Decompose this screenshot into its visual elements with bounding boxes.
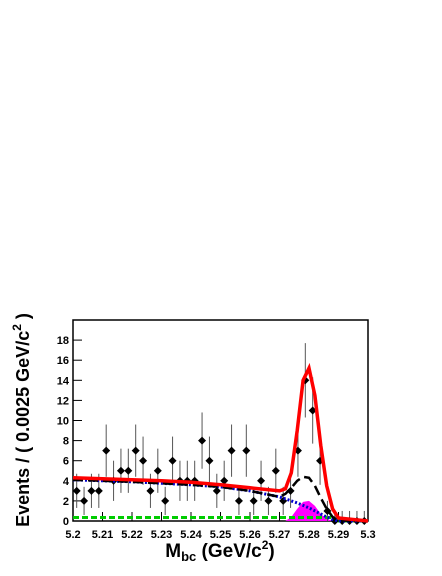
data-point [94,486,103,495]
x-tick-label: 5.25 [210,529,231,541]
data-point [168,456,177,465]
data-point [212,486,221,495]
y-tick-label: 0 [63,516,69,528]
data-point [116,466,125,475]
x-tick-label: 5.23 [151,529,172,541]
data-point [161,496,170,505]
fit-curve-fill [73,500,368,521]
x-tick-label: 5.27 [269,529,290,541]
y-tick-label: 2 [63,496,69,508]
data-point [242,446,251,455]
data-point [257,476,266,485]
x-tick-label: 5.29 [328,529,349,541]
x-tick-label: 5.28 [298,529,319,541]
data-point [227,446,236,455]
y-tick-label: 10 [57,416,69,428]
y-tick-label: 8 [63,436,69,448]
data-point [264,496,273,505]
x-tick-label: 5.22 [121,529,142,541]
x-tick-label: 5.24 [180,529,202,541]
data-point [153,466,162,475]
fit-curve-dotted [72,478,368,523]
y-tick-label: 14 [57,375,70,387]
data-point [220,476,229,485]
data-point [205,456,214,465]
data-point [146,486,155,495]
fit-curve-solid [72,362,369,523]
y-tick-label: 18 [57,335,69,347]
data-point [102,446,111,455]
data-point [234,496,243,505]
y-tick-label: 16 [57,355,69,367]
data-point [124,466,133,475]
y-tick-label: 6 [63,456,69,468]
x-tick-label: 5.2 [65,529,80,541]
data-point [80,496,89,505]
data-point [87,486,96,495]
y-tick-label: 12 [57,395,69,407]
data-point [286,486,295,495]
data-point [72,486,81,495]
data-point [198,436,207,445]
y-axis-title: Events / ( 0.0025 GeV/c2 ) [10,313,33,527]
x-tick-label: 5.21 [92,529,113,541]
y-tick-label: 4 [63,476,70,488]
data-point [131,446,140,455]
x-axis-title: Mbc (GeV/c2) [165,538,275,564]
data-point [249,496,258,505]
x-tick-label: 5.3 [360,529,375,541]
data-point [139,456,148,465]
x-tick-label: 5.26 [239,529,260,541]
data-point [271,466,280,475]
